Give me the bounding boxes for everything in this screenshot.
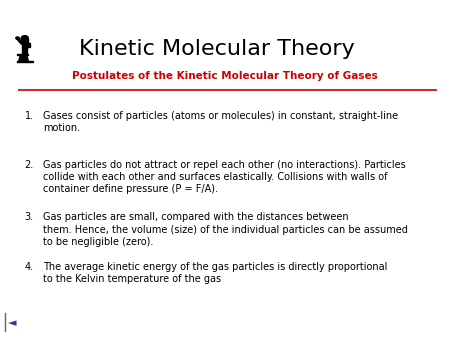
Text: ◄: ◄: [8, 318, 17, 328]
Text: Postulates of the Kinetic Molecular Theory of Gases: Postulates of the Kinetic Molecular Theo…: [72, 71, 378, 81]
FancyBboxPatch shape: [25, 47, 27, 55]
Circle shape: [16, 37, 19, 39]
Text: 4.: 4.: [25, 262, 34, 272]
Text: 3.: 3.: [25, 212, 34, 222]
Text: Gas particles are small, compared with the distances between
them. Hence, the vo: Gas particles are small, compared with t…: [43, 212, 408, 247]
Text: Gas particles do not attract or repel each other (no interactions). Particles
co: Gas particles do not attract or repel ea…: [43, 160, 405, 194]
Text: 2.: 2.: [24, 160, 34, 170]
Text: Gases consist of particles (atoms or molecules) in constant, straight-line
motio: Gases consist of particles (atoms or mol…: [43, 111, 398, 133]
Circle shape: [21, 36, 28, 41]
FancyBboxPatch shape: [27, 43, 30, 47]
Text: The average kinetic energy of the gas particles is directly proportional
to the : The average kinetic energy of the gas pa…: [43, 262, 387, 284]
FancyBboxPatch shape: [17, 54, 27, 55]
FancyBboxPatch shape: [17, 61, 33, 63]
Text: 1.: 1.: [25, 111, 34, 121]
Text: Kinetic Molecular Theory: Kinetic Molecular Theory: [79, 39, 355, 59]
FancyBboxPatch shape: [22, 39, 27, 47]
FancyBboxPatch shape: [22, 47, 24, 55]
Polygon shape: [18, 55, 29, 62]
